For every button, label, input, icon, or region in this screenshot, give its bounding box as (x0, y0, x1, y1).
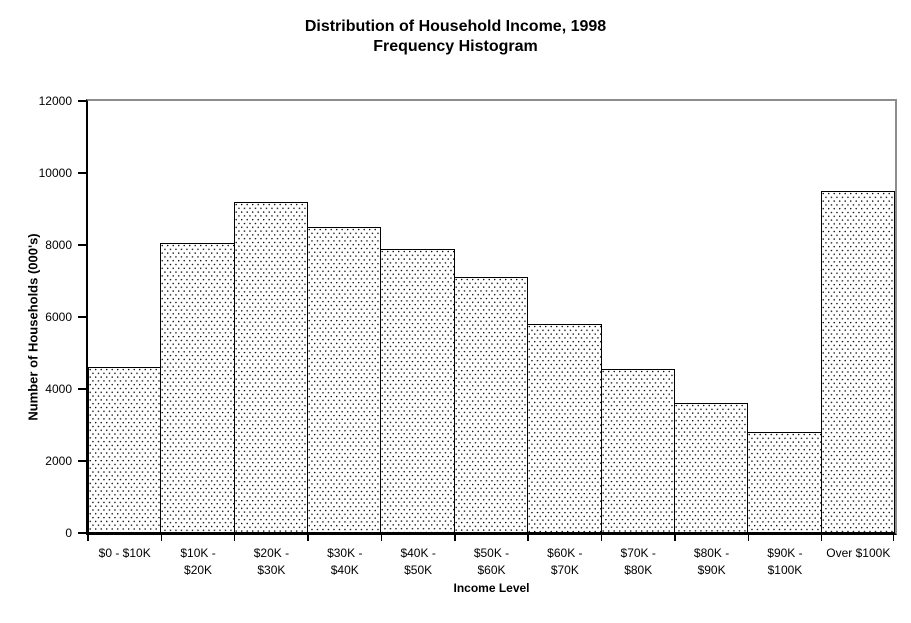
x-tick (747, 535, 750, 541)
x-tick (87, 535, 89, 541)
plot-area: 0 2000 4000 6000 8000 10000 12000 $0 - $10K $10… (26, 94, 897, 595)
y-tick (78, 460, 86, 462)
y-tick (78, 172, 86, 174)
x-category-label: $10K - $20K (180, 546, 216, 577)
x-category-label: $90K - $100K (767, 546, 803, 577)
x-axis-title: Income Level (453, 581, 530, 595)
y-tick (78, 388, 86, 390)
bar (600, 369, 675, 533)
bar (233, 201, 309, 533)
x-category-label: $20K - $30K (253, 546, 290, 577)
y-tick-label: 8000 (45, 238, 72, 252)
y-tick-label: 0 (65, 526, 72, 540)
y-tick (78, 244, 86, 246)
y-tick-label: 6000 (45, 310, 72, 324)
x-tick (380, 535, 383, 541)
x-category-label: $30K - $40K (327, 546, 363, 577)
bar (160, 243, 235, 533)
bar (380, 248, 455, 533)
y-tick (78, 100, 86, 102)
y-tick-label: 4000 (45, 382, 72, 396)
bar (527, 324, 602, 533)
chart-title-line2: Frequency Histogram (373, 38, 538, 55)
x-tick (600, 535, 603, 541)
x-category-label: $0 - $10K (98, 546, 151, 560)
bar (747, 432, 822, 533)
x-category-label: $40K - $50K (400, 546, 436, 577)
x-tick (674, 535, 676, 541)
x-tick (454, 535, 456, 541)
x-category-label: $70K - $80K (620, 546, 656, 577)
y-tick-label: 12000 (38, 94, 72, 108)
x-tick (233, 535, 236, 541)
x-tick (820, 535, 823, 541)
bar (673, 403, 749, 533)
y-tick-label: 10000 (38, 166, 72, 180)
x-tick (892, 535, 895, 541)
bar (820, 191, 895, 533)
x-category-label: $60K - $70K (547, 546, 583, 577)
y-tick-label: 2000 (45, 454, 72, 468)
chart-title-line1: Distribution of Household Income, 1998 (304, 18, 607, 35)
x-category-label: $50K - $60K (473, 546, 510, 577)
y-tick (78, 532, 86, 534)
bar (307, 227, 382, 533)
chart-title: Distribution of Household Income, 1998 F… (0, 17, 911, 57)
bar (453, 277, 529, 533)
y-axis-title: Number of Households (000's) (25, 233, 41, 421)
x-tick (160, 535, 163, 541)
x-category-label: Over $100K (826, 546, 891, 560)
x-tick (527, 535, 529, 541)
bar (88, 367, 162, 533)
y-tick (78, 316, 86, 318)
x-category-label: $80K - $90K (693, 546, 730, 577)
x-tick (307, 535, 309, 541)
